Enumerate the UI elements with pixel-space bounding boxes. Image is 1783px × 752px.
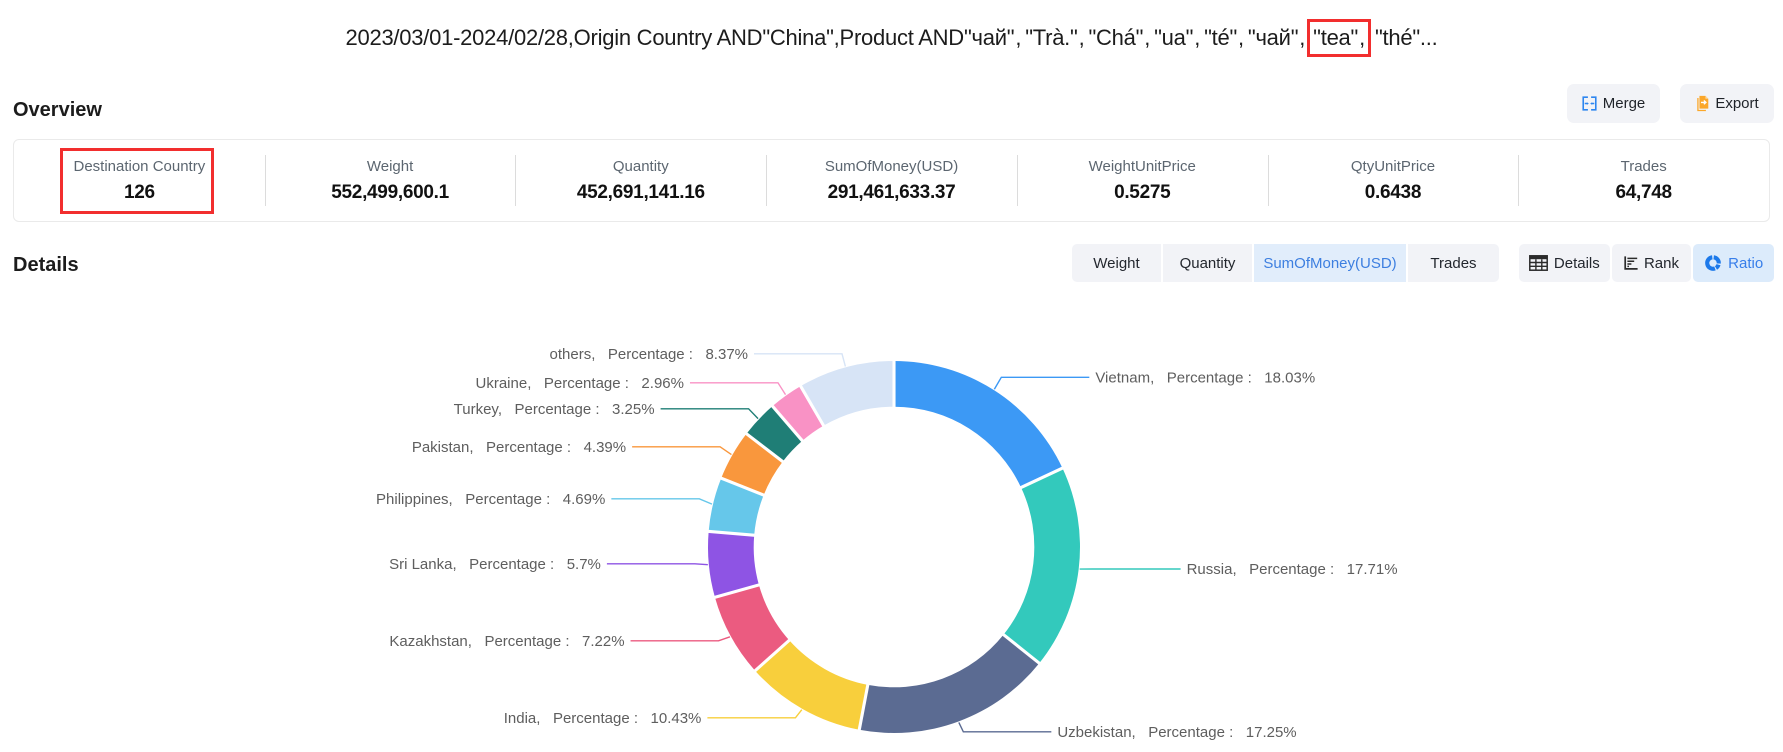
svg-text:Pakistan, Percentage : 4.3: Pakistan, Percentage : 4.39% <box>412 439 626 456</box>
svg-text:Kazakhstan, Percentage : 7: Kazakhstan, Percentage : 7.22% <box>389 633 624 650</box>
svg-text:Vietnam, Percentage : 18.0: Vietnam, Percentage : 18.03% <box>1095 370 1315 387</box>
svg-text:others, Percentage : 8.37%: others, Percentage : 8.37% <box>550 346 748 363</box>
svg-text:Uzbekistan, Percentage : 1: Uzbekistan, Percentage : 17.25% <box>1057 724 1296 741</box>
svg-text:Turkey, Percentage : 3.25%: Turkey, Percentage : 3.25% <box>454 401 655 418</box>
svg-text:Russia, Percentage : 17.71: Russia, Percentage : 17.71% <box>1187 561 1398 578</box>
svg-text:Sri Lanka, Percentage : 5.: Sri Lanka, Percentage : 5.7% <box>389 556 601 573</box>
svg-text:Ukraine, Percentage : 2.96: Ukraine, Percentage : 2.96% <box>476 375 684 392</box>
svg-text:India, Percentage : 10.43%: India, Percentage : 10.43% <box>504 710 702 727</box>
svg-text:Philippines, Percentage :: Philippines, Percentage : 4.69% <box>376 491 605 508</box>
